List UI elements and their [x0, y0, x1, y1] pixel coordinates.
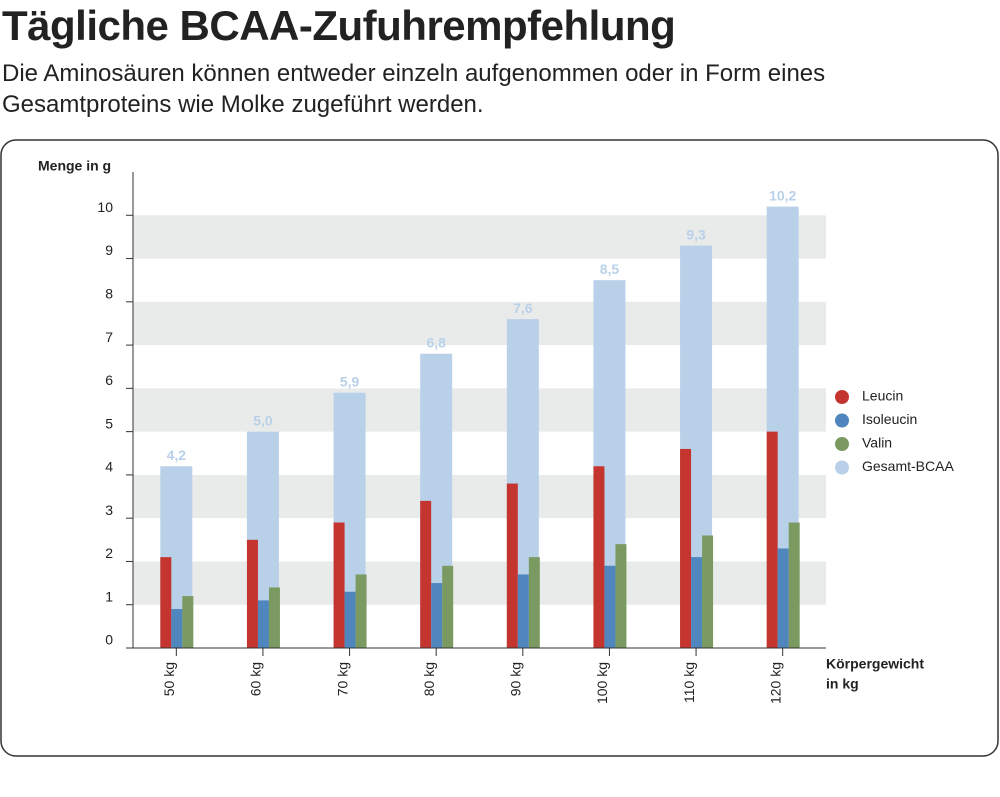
y-tick-label: 8	[105, 286, 113, 302]
value-label: 10,2	[769, 187, 796, 203]
grid-band	[133, 561, 826, 605]
value-label: 5,9	[340, 373, 360, 389]
bar	[615, 544, 627, 648]
bar	[182, 596, 194, 648]
value-label: 5,0	[253, 412, 273, 428]
x-tick-label: 80 kg	[421, 662, 437, 696]
bar	[442, 565, 454, 648]
grid-band	[133, 388, 826, 432]
y-tick-label: 10	[97, 199, 113, 215]
bar	[788, 522, 800, 648]
bar	[593, 466, 605, 648]
y-tick-label: 7	[105, 329, 113, 345]
bar	[528, 557, 540, 648]
chart-frame	[0, 139, 999, 757]
x-tick-label: 70 kg	[334, 662, 350, 696]
value-label: 8,5	[600, 261, 620, 277]
x-axis-label: in kg	[826, 676, 859, 692]
x-tick-label: 50 kg	[161, 662, 177, 696]
bar	[506, 483, 518, 648]
legend-label: Valin	[862, 435, 892, 451]
y-tick-label: 6	[105, 372, 113, 388]
bar	[702, 535, 714, 648]
legend-label: Gesamt-BCAA	[862, 458, 954, 474]
legend-marker	[835, 437, 849, 451]
subtitle: Die Aminosäuren können entweder einzeln …	[2, 60, 826, 118]
legend-marker	[835, 460, 849, 475]
y-tick-label: 2	[105, 545, 113, 561]
x-tick-label: 90 kg	[508, 662, 524, 696]
y-tick-label: 4	[105, 459, 113, 475]
y-tick-label: 0	[105, 632, 113, 648]
value-label: 4,2	[167, 447, 187, 463]
bar	[257, 600, 269, 648]
legend-label: Leucin	[862, 388, 903, 404]
bar	[333, 522, 345, 648]
bar	[420, 500, 432, 648]
y-tick-label: 9	[105, 242, 113, 258]
x-axis-label: Körpergewicht	[826, 656, 924, 672]
y-tick-label: 3	[105, 502, 113, 518]
bar	[777, 548, 789, 648]
y-axis-label: Menge in g	[38, 158, 111, 174]
bar	[691, 557, 703, 648]
bar	[680, 448, 692, 648]
value-label: 6,8	[426, 334, 446, 350]
grid-band	[133, 474, 826, 519]
x-tick-label: 60 kg	[248, 662, 264, 696]
x-tick-label: 110 kg	[681, 662, 697, 703]
bar	[604, 565, 616, 648]
bar	[517, 574, 529, 648]
value-label: 9,3	[686, 226, 706, 242]
bar	[171, 609, 183, 648]
legend-marker	[835, 390, 849, 404]
bar	[160, 557, 172, 648]
bar	[268, 587, 280, 648]
grid-band	[133, 301, 826, 346]
value-label: 7,6	[513, 300, 533, 316]
y-tick-label: 5	[105, 415, 113, 431]
bar	[431, 583, 443, 648]
legend-label: Isoleucin	[862, 411, 917, 427]
grid-band	[133, 215, 826, 259]
title: Tägliche BCAA-Zufuhrempfehlung	[2, 2, 676, 49]
bar	[766, 431, 778, 648]
bar	[344, 591, 356, 648]
legend-marker	[835, 413, 849, 428]
bar	[355, 574, 367, 648]
x-tick-label: 120 kg	[767, 662, 783, 704]
x-tick-label: 100 kg	[594, 662, 610, 704]
bar	[246, 539, 258, 648]
y-tick-label: 1	[105, 588, 113, 604]
